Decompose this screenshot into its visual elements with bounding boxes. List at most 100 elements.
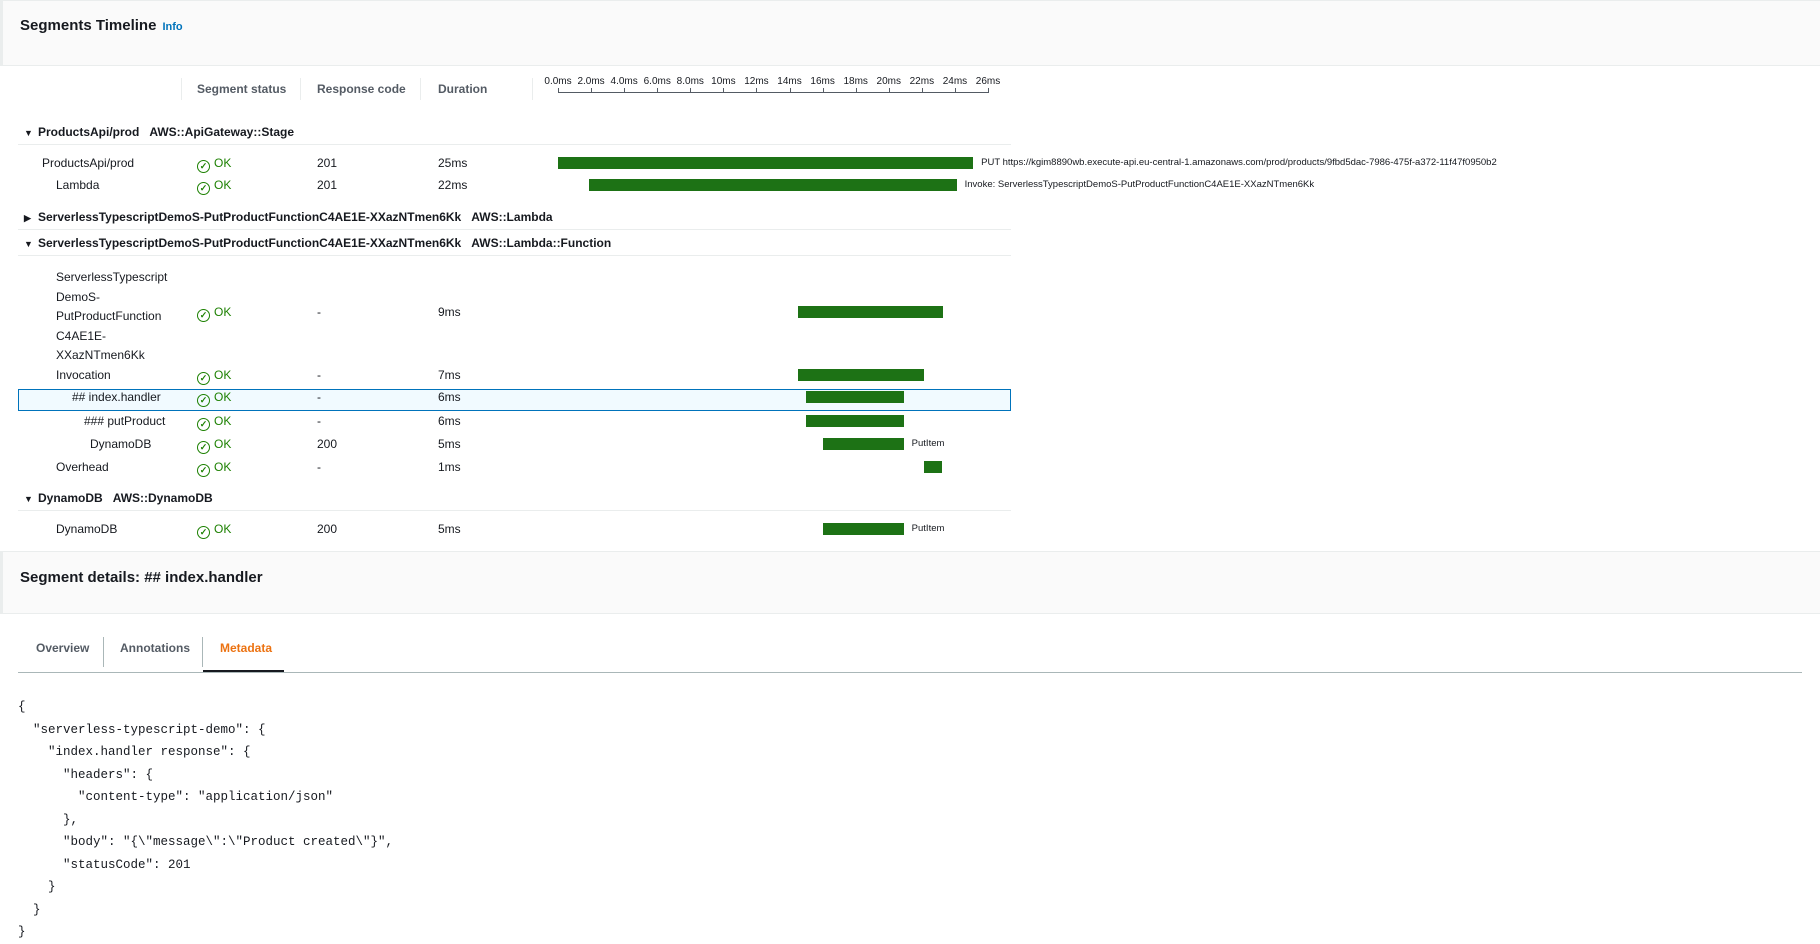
axis-tick-label: 10ms bbox=[711, 76, 736, 87]
axis-tick bbox=[558, 88, 559, 93]
check-circle-icon: ✓ bbox=[197, 464, 210, 477]
segment-duration: 5ms bbox=[438, 522, 461, 536]
segment-row[interactable]: Lambda ✓ OK 201 22ms Invoke: ServerlessTypesc… bbox=[18, 178, 1314, 198]
timeline-axis bbox=[558, 92, 988, 93]
segment-status: ✓ OK bbox=[197, 414, 231, 431]
timeline-bar[interactable] bbox=[822, 523, 904, 535]
response-code: - bbox=[317, 390, 321, 404]
segment-status: ✓ OK bbox=[197, 305, 231, 322]
segment-status: ✓ OK bbox=[197, 460, 231, 477]
segment-row[interactable]: Invocation ✓ OK - 7ms bbox=[18, 368, 1011, 388]
response-code: - bbox=[317, 414, 321, 428]
axis-tick-label: 4.0ms bbox=[610, 76, 638, 87]
axis-tick-label: 12ms bbox=[744, 76, 769, 87]
group-name: ServerlessTypescriptDemoS-PutProductFunc… bbox=[38, 210, 462, 224]
segment-duration: 6ms bbox=[438, 414, 461, 428]
caret-down-icon[interactable]: ▼ bbox=[24, 494, 33, 504]
service-group[interactable]: ▶ ServerlessTypescriptDemoS-PutProductFun… bbox=[18, 206, 1011, 230]
axis-tick-label: 14ms bbox=[777, 76, 802, 87]
timeline-bar[interactable] bbox=[923, 461, 942, 473]
segment-row[interactable]: ## index.handler ✓ OK - 6ms bbox=[18, 390, 1011, 410]
tab-divider bbox=[103, 637, 104, 667]
response-code: 200 bbox=[317, 522, 338, 536]
segment-status: ✓ OK bbox=[197, 178, 231, 195]
segment-name: DynamoDB bbox=[56, 522, 118, 536]
segment-row[interactable]: ProductsApi/prod ✓ OK 201 25ms PUT https://kg… bbox=[18, 156, 1497, 176]
axis-tick-label: 16ms bbox=[810, 76, 835, 87]
check-circle-icon: ✓ bbox=[197, 182, 210, 195]
segment-duration: 22ms bbox=[438, 178, 468, 192]
tab-annotations[interactable]: Annotations bbox=[120, 641, 190, 655]
caret-down-icon[interactable]: ▼ bbox=[24, 128, 33, 138]
selected-row-highlight bbox=[18, 389, 1011, 411]
axis-tick bbox=[624, 88, 626, 93]
bar-label: PutItem bbox=[911, 438, 945, 449]
group-type: AWS::DynamoDB bbox=[112, 491, 213, 505]
segment-name: Overhead bbox=[56, 460, 109, 474]
check-circle-icon: ✓ bbox=[197, 309, 210, 322]
column-header-status: Segment status bbox=[197, 82, 287, 96]
column-header-response: Response code bbox=[317, 82, 406, 96]
check-circle-icon: ✓ bbox=[197, 160, 210, 173]
axis-tick-label: 24ms bbox=[942, 76, 968, 87]
segment-row[interactable]: ### putProduct ✓ OK - 6ms bbox=[18, 414, 1011, 434]
info-link[interactable]: Info bbox=[162, 21, 183, 33]
service-group[interactable]: ▼ ServerlessTypescriptDemoS-PutProductFun… bbox=[18, 232, 1011, 256]
timeline-bar[interactable] bbox=[797, 306, 944, 318]
segment-duration: 9ms bbox=[438, 305, 461, 319]
axis-tick-label: 18ms bbox=[843, 76, 868, 87]
details-tabs: Overview Annotations Metadata bbox=[18, 633, 1802, 673]
segment-status: ✓ OK bbox=[197, 437, 231, 454]
segment-duration: 25ms bbox=[438, 156, 468, 170]
response-code: - bbox=[317, 305, 321, 319]
timeline-bar[interactable] bbox=[797, 369, 924, 381]
timeline-bar[interactable] bbox=[806, 391, 904, 403]
tab-metadata[interactable]: Metadata bbox=[220, 641, 273, 655]
group-type: AWS::Lambda::Function bbox=[471, 236, 612, 250]
axis-tick bbox=[855, 88, 857, 93]
timeline-bar[interactable] bbox=[558, 157, 974, 169]
tab-overview[interactable]: Overview bbox=[36, 641, 90, 655]
axis-tick bbox=[591, 88, 593, 93]
timeline-bar[interactable] bbox=[589, 179, 957, 191]
page-title: Segments Timeline Info bbox=[20, 17, 183, 34]
segment-name: ProductsApi/prod bbox=[42, 156, 135, 170]
timeline-header: Segments Timeline Info bbox=[0, 0, 1820, 66]
segment-name: DynamoDB bbox=[90, 437, 152, 451]
caret-right-icon[interactable]: ▶ bbox=[24, 213, 31, 223]
check-circle-icon: ✓ bbox=[197, 372, 210, 385]
service-group[interactable]: ▼ ProductsApi/prod AWS::ApiGateway::Stage bbox=[18, 121, 1011, 145]
axis-tick bbox=[888, 88, 890, 93]
service-group[interactable]: ▼ DynamoDB AWS::DynamoDB bbox=[18, 487, 1011, 511]
axis-tick bbox=[921, 88, 923, 93]
details-header: Segment details: ## index.handler bbox=[0, 551, 1820, 614]
metadata-json: { "serverless-typescript-demo": { "index… bbox=[18, 700, 394, 939]
timeline-bar[interactable] bbox=[806, 415, 904, 427]
segment-row[interactable]: ServerlessTypescript DemoS- PutProductFu… bbox=[18, 266, 1011, 364]
column-divider bbox=[420, 78, 421, 100]
segment-row[interactable]: DynamoDB ✓ OK 200 5ms PutItem bbox=[18, 522, 1011, 542]
segment-row[interactable]: DynamoDB ✓ OK 200 5ms PutItem bbox=[18, 437, 1011, 457]
segment-row[interactable]: Overhead ✓ OK - 1ms bbox=[18, 460, 1011, 480]
segment-name: Lambda bbox=[56, 178, 100, 192]
segment-duration: 5ms bbox=[438, 437, 461, 451]
group-type: AWS::Lambda bbox=[471, 210, 553, 224]
group-name: DynamoDB bbox=[38, 491, 103, 505]
axis-tick bbox=[756, 88, 758, 93]
timeline-bar[interactable] bbox=[822, 438, 904, 450]
group-type: AWS::ApiGateway::Stage bbox=[149, 125, 295, 139]
axis-tick-label: 8.0ms bbox=[676, 76, 704, 87]
response-code: 200 bbox=[317, 437, 338, 451]
column-header-duration: Duration bbox=[438, 82, 488, 96]
axis-tick-label: 6.0ms bbox=[643, 76, 671, 87]
bar-label: PutItem bbox=[911, 523, 945, 534]
axis-tick bbox=[954, 88, 956, 93]
axis-tick bbox=[988, 88, 989, 93]
column-divider bbox=[532, 78, 533, 100]
axis-tick-label: 22ms bbox=[909, 76, 935, 87]
caret-down-icon[interactable]: ▼ bbox=[24, 239, 33, 249]
check-circle-icon: ✓ bbox=[197, 441, 210, 454]
segment-duration: 6ms bbox=[438, 390, 461, 404]
axis-tick bbox=[657, 88, 659, 93]
segment-duration: 1ms bbox=[438, 460, 461, 474]
